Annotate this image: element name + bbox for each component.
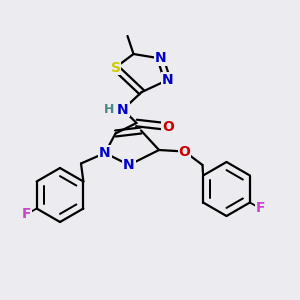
Text: O: O (178, 145, 190, 158)
Text: O: O (162, 120, 174, 134)
Text: F: F (256, 202, 265, 215)
Text: O: O (162, 120, 174, 134)
Text: O: O (178, 145, 190, 158)
Text: N: N (155, 52, 166, 65)
Text: H: H (104, 103, 115, 116)
Text: N: N (123, 158, 135, 172)
Text: F: F (256, 202, 265, 215)
Text: N: N (99, 146, 111, 160)
Text: F: F (22, 208, 31, 221)
Text: F: F (22, 208, 31, 221)
Text: N: N (162, 73, 173, 87)
Text: S: S (110, 61, 121, 74)
Text: N: N (162, 73, 173, 87)
Text: N: N (117, 103, 129, 116)
Text: N: N (123, 158, 135, 172)
Text: N: N (155, 52, 166, 65)
Text: N: N (117, 103, 129, 116)
Text: S: S (110, 61, 121, 74)
Text: N: N (99, 146, 111, 160)
Text: H: H (104, 103, 115, 116)
